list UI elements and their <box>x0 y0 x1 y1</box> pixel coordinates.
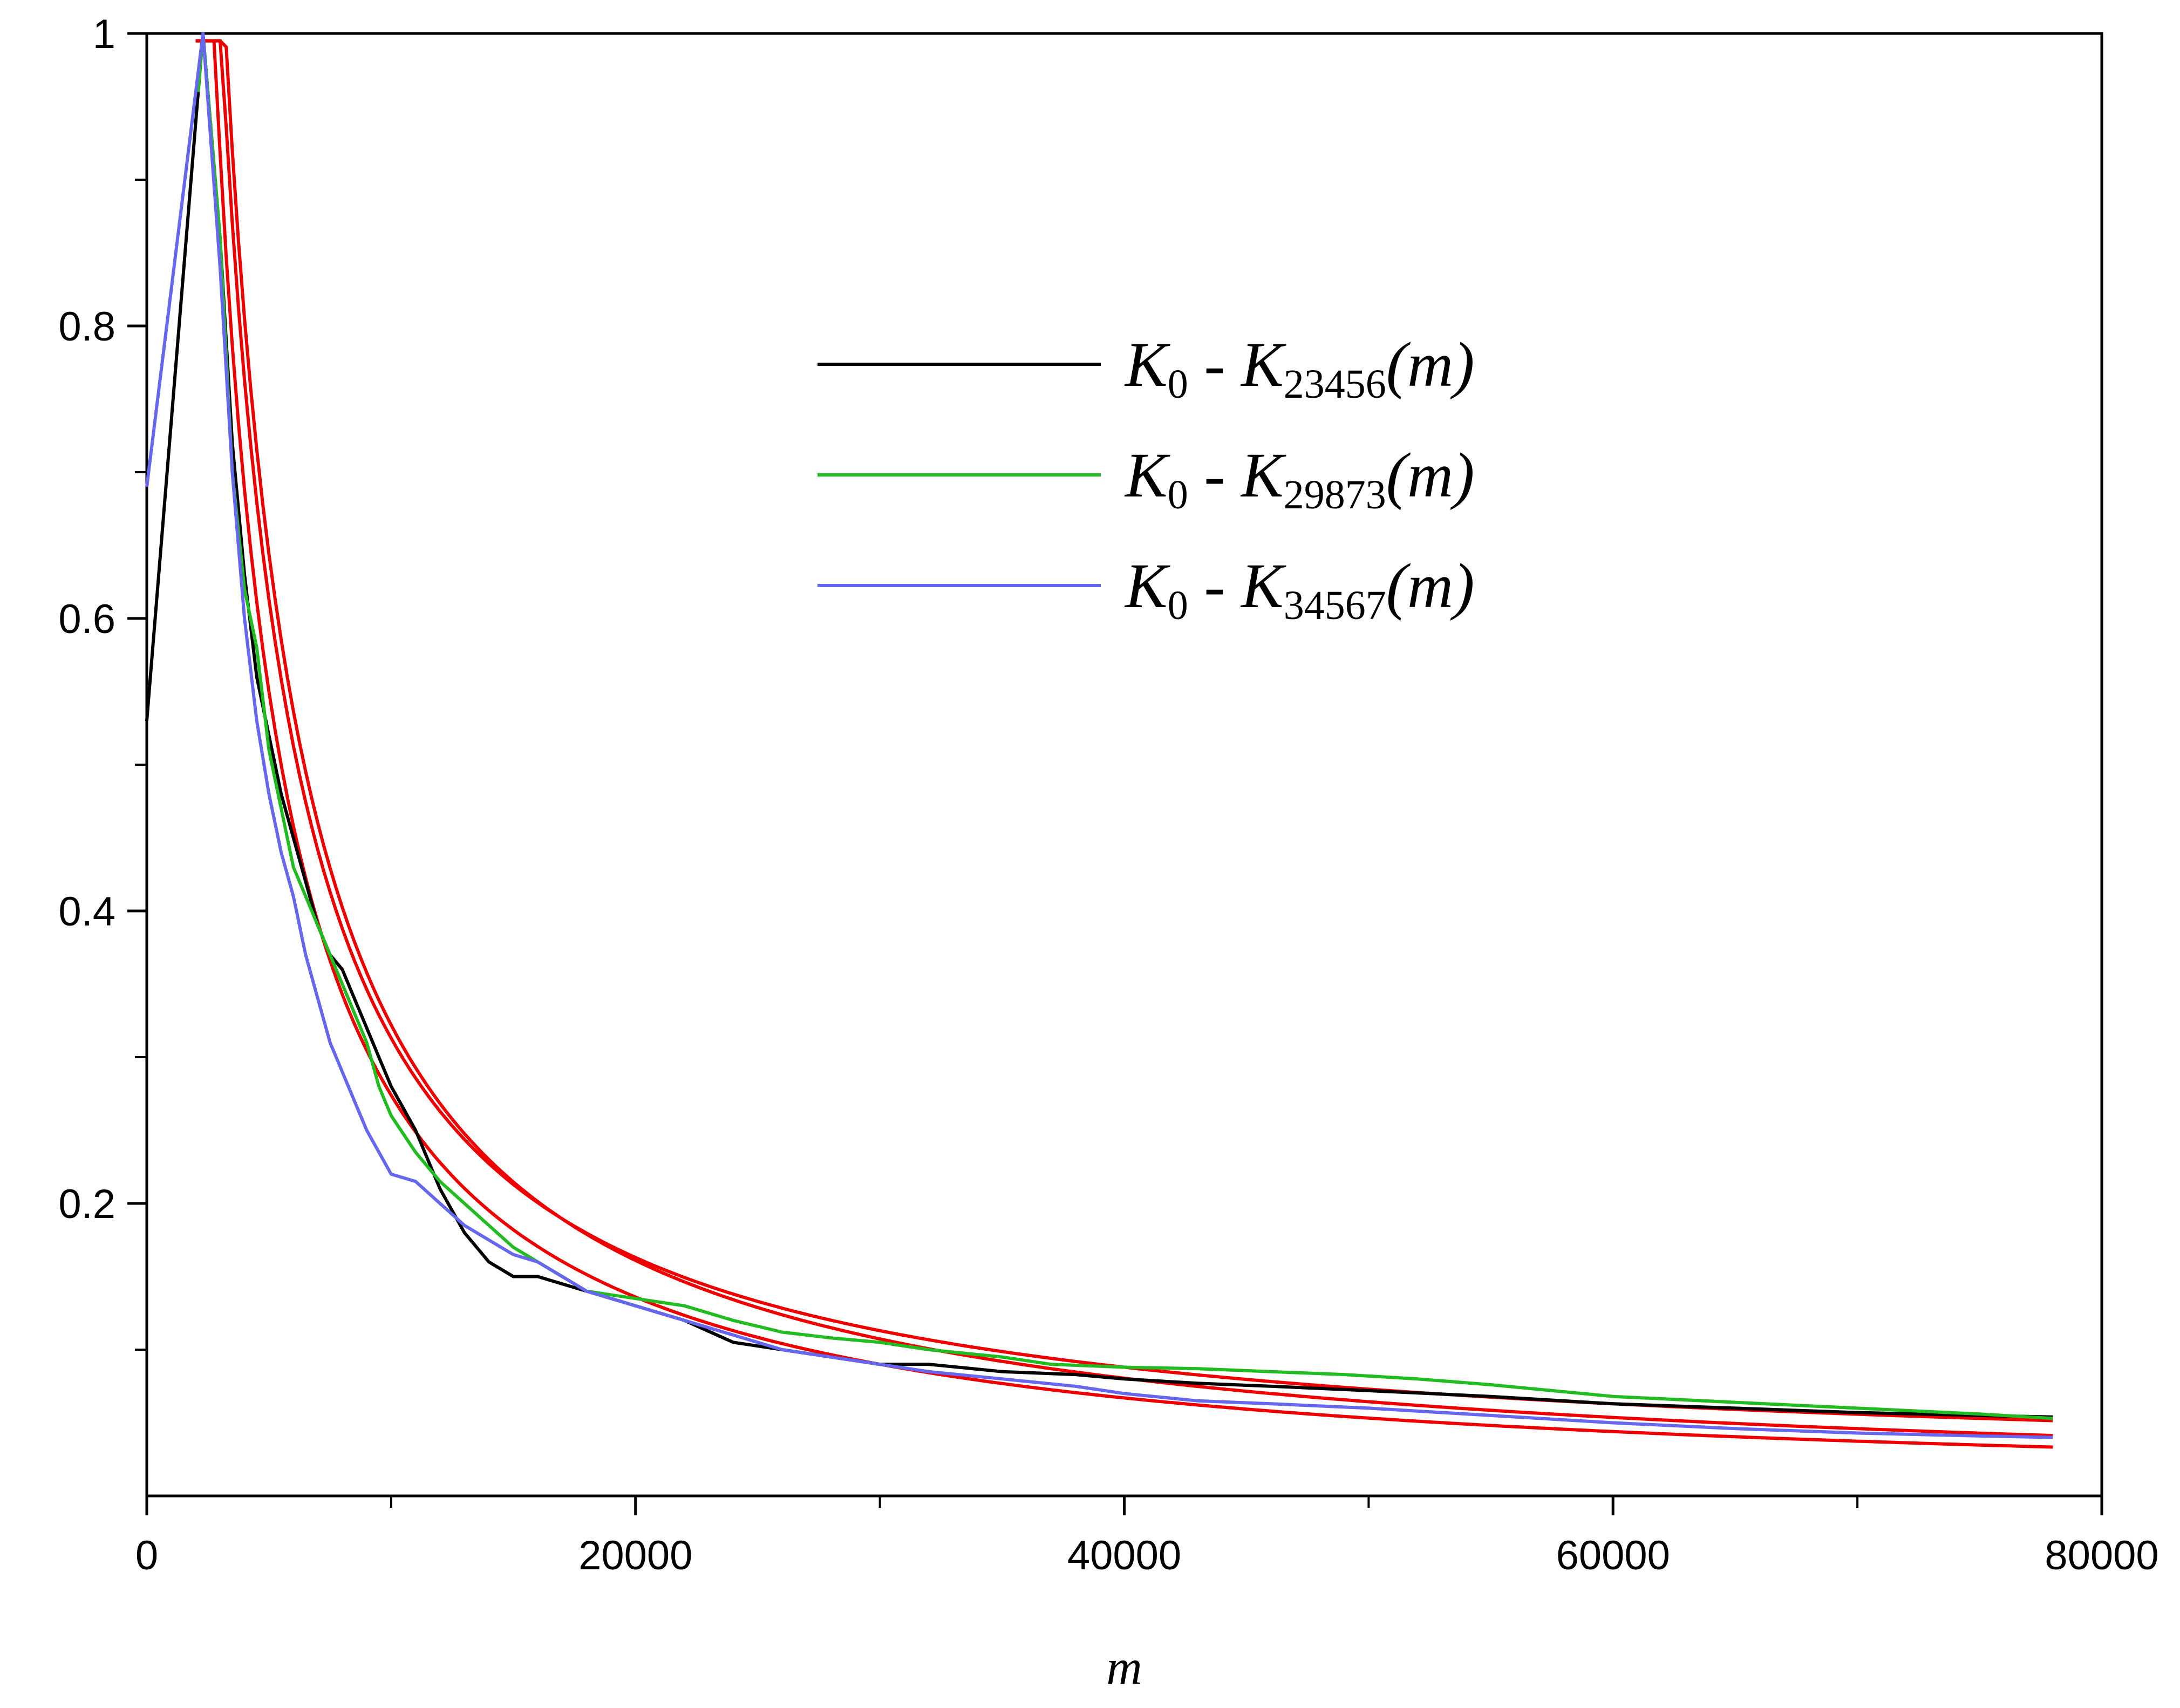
legend-text-part: 29873 <box>1284 472 1386 518</box>
y-tick-label: 0.4 <box>58 889 115 935</box>
y-tick-label: 0.8 <box>58 304 115 350</box>
legend-text-part: (m) <box>1386 329 1475 400</box>
legend-text-part: 23456 <box>1284 362 1386 407</box>
series-line-23456 <box>145 32 2053 1419</box>
fit-curve-3 <box>195 39 2053 1449</box>
legend-text-part: K <box>1240 440 1286 511</box>
legend-text-part: K <box>1124 329 1170 400</box>
x-tick-label: 80000 <box>2045 1533 2158 1578</box>
legend-text-part: K <box>1124 440 1170 511</box>
y-tick-label: 0.2 <box>58 1181 115 1227</box>
legend-text-part: - <box>1188 550 1241 621</box>
legend-text-part: (m) <box>1386 550 1475 621</box>
x-tick-label: 40000 <box>1067 1533 1181 1578</box>
legend: K0 - K23456(m)K0 - K29873(m)K0 - K34567(… <box>818 329 1475 628</box>
legend-text-part: - <box>1188 329 1241 400</box>
x-axis-title: m <box>1106 1639 1142 1695</box>
axis-ticks <box>127 32 2103 1515</box>
legend-label-29873: K0 - K29873(m) <box>1124 440 1475 518</box>
tick-labels: 0 20000 40000 60000 80000 0.2 0.4 0.6 0.8 1 <box>58 11 2158 1578</box>
x-tick-label: 60000 <box>1556 1533 1670 1578</box>
legend-text-part: (m) <box>1386 440 1475 511</box>
series-line-34567 <box>145 32 2053 1439</box>
legend-label-23456: K0 - K23456(m) <box>1124 329 1475 407</box>
legend-text-part: - <box>1188 440 1241 511</box>
legend-label-34567: K0 - K34567(m) <box>1124 550 1475 628</box>
legend-text-part: 34567 <box>1284 583 1386 628</box>
fit-curve-1 <box>195 39 2053 1438</box>
curves <box>145 32 2053 1449</box>
x-tick-label: 0 <box>135 1533 158 1578</box>
y-tick-label: 1 <box>93 11 115 57</box>
x-tick-label: 20000 <box>578 1533 692 1578</box>
plot-frame <box>145 32 2103 1498</box>
legend-text-part: 0 <box>1168 583 1188 628</box>
legend-text-part: K <box>1124 550 1170 621</box>
plot-area-border <box>145 32 2103 1498</box>
legend-text-part: K <box>1240 550 1286 621</box>
legend-text-part: K <box>1240 329 1286 400</box>
legend-text-part: 0 <box>1168 472 1188 518</box>
legend-text-part: 0 <box>1168 362 1188 407</box>
series-line-29873 <box>196 32 2053 1420</box>
y-tick-label: 0.6 <box>58 596 115 642</box>
